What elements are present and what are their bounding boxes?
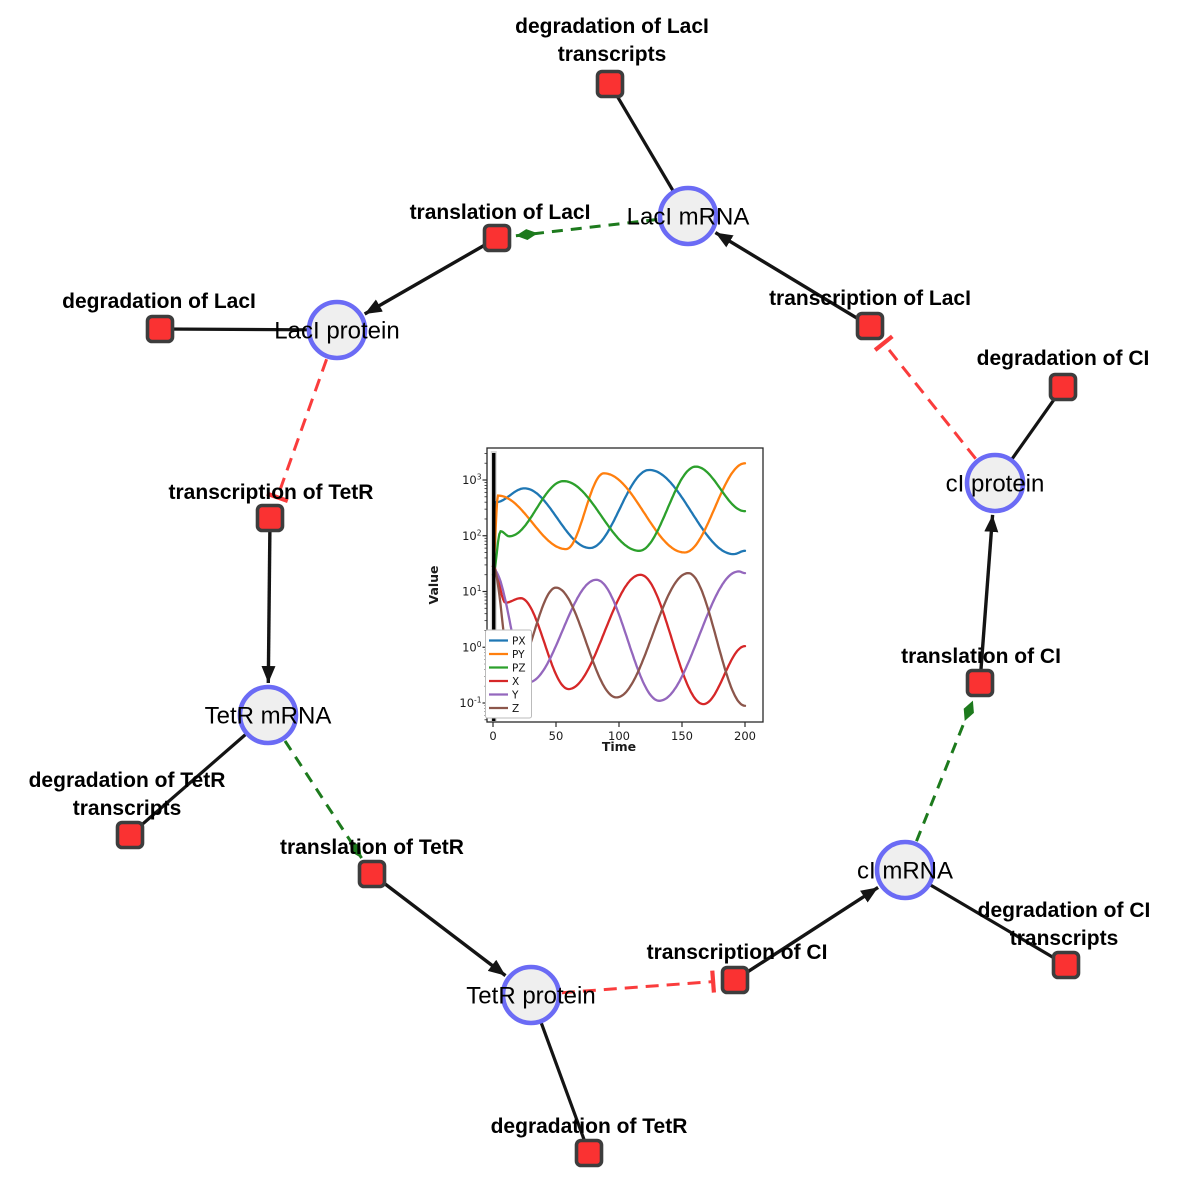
species-node-laci-protein bbox=[306, 299, 368, 361]
edge-consumption-laci-mrna-to-degradation-of-laci-transcripts bbox=[609, 84, 675, 192]
reaction-node-transcription-of-tetr bbox=[255, 503, 285, 533]
series-curve-Y bbox=[491, 568, 747, 702]
edge-inhibition-ci-protein-to-transcription-of-laci bbox=[873, 334, 977, 460]
x-tick-label: 150 bbox=[671, 729, 693, 743]
reaction-node-transcription-of-ci bbox=[720, 965, 750, 995]
legend-label-PX: PX bbox=[512, 635, 526, 647]
series-curve-PY bbox=[491, 462, 747, 568]
x-tick-label: 100 bbox=[608, 729, 630, 743]
edge-production-transcription-of-tetr-to-tetr-mrna bbox=[261, 527, 276, 684]
reaction-label-transcription-of-ci: transcription of CI bbox=[647, 941, 828, 964]
reaction-label-degradation-of-tetr-transcripts: degradation of TetR transcripts bbox=[29, 769, 226, 820]
species-label-ci-mrna: cI mRNA bbox=[857, 858, 953, 885]
reaction-label-translation-of-tetr: translation of TetR bbox=[280, 836, 464, 859]
reaction-label-degradation-of-laci: degradation of LacI bbox=[62, 290, 256, 313]
y-tick-label: 101 bbox=[462, 584, 482, 599]
edge-production-translation-of-tetr-to-tetr-protein bbox=[378, 878, 507, 977]
reaction-label-degradation-of-tetr: degradation of TetR bbox=[491, 1115, 688, 1138]
species-label-tetr-protein: TetR protein bbox=[466, 983, 595, 1010]
edge-consumption-ci-mrna-to-degradation-of-ci-transcripts bbox=[929, 883, 1066, 966]
x-axis-label: Time bbox=[602, 739, 636, 754]
reaction-label-translation-of-laci: translation of LacI bbox=[410, 201, 591, 224]
edges-layer bbox=[130, 84, 1066, 1152]
species-node-ci-protein bbox=[964, 452, 1026, 514]
edge-production-translation-of-ci-to-ci-protein bbox=[979, 514, 999, 674]
edge-production-transcription-of-laci-to-laci-mrna bbox=[714, 231, 863, 323]
species-node-tetr-mrna bbox=[237, 684, 299, 746]
reaction-node-degradation-of-tetr-transcripts bbox=[115, 820, 145, 850]
x-tick-label: 200 bbox=[734, 729, 756, 743]
reaction-label-transcription-of-tetr: transcription of TetR bbox=[169, 481, 374, 504]
reaction-label-transcription-of-laci: transcription of LacI bbox=[769, 287, 971, 310]
species-node-tetr-protein bbox=[500, 964, 562, 1026]
reaction-node-degradation-of-laci bbox=[145, 314, 175, 344]
curves-layer bbox=[491, 462, 747, 707]
legend-label-Y: Y bbox=[511, 689, 519, 701]
series-curve-Z bbox=[491, 565, 747, 707]
species-label-ci-protein: cI protein bbox=[946, 471, 1045, 498]
species-label-tetr-mrna: TetR mRNA bbox=[205, 703, 332, 730]
series-curve-X bbox=[491, 565, 747, 706]
reaction-node-translation-of-ci bbox=[965, 668, 995, 698]
legend-label-Z: Z bbox=[512, 703, 519, 715]
edge-modifier-laci-mrna-to-translation-of-laci bbox=[515, 218, 658, 241]
reaction-node-translation-of-tetr bbox=[357, 859, 387, 889]
series-curve-PZ bbox=[491, 465, 747, 576]
edge-production-translation-of-laci-to-laci-protein bbox=[363, 241, 490, 316]
reaction-node-degradation-of-ci bbox=[1048, 372, 1078, 402]
reaction-node-degradation-of-laci-transcripts bbox=[595, 69, 625, 99]
plot-frame bbox=[486, 447, 764, 723]
edge-inhibition-laci-protein-to-transcription-of-tetr bbox=[266, 358, 329, 503]
x-tick-label: 0 bbox=[489, 729, 496, 743]
reaction-node-transcription-of-laci bbox=[855, 311, 885, 341]
edge-modifier-ci-mrna-to-translation-of-ci bbox=[915, 700, 975, 842]
y-tick-label: 100 bbox=[462, 640, 482, 655]
legend-label-X: X bbox=[512, 676, 519, 688]
edge-consumption-laci-protein-to-degradation-of-laci bbox=[161, 327, 309, 332]
edge-production-transcription-of-ci-to-ci-mrna bbox=[742, 885, 880, 977]
legend-label-PZ: PZ bbox=[512, 662, 526, 674]
species-node-laci-mrna bbox=[657, 185, 719, 247]
reaction-label-degradation-of-ci-transcripts: degradation of CI transcripts bbox=[978, 899, 1151, 950]
edge-consumption-tetr-mrna-to-degradation-of-tetr-transcripts bbox=[130, 732, 248, 835]
reaction-label-degradation-of-ci: degradation of CI bbox=[977, 347, 1150, 370]
edge-inhibition-tetr-protein-to-transcription-of-ci bbox=[561, 970, 716, 995]
species-label-laci-mrna: LacI mRNA bbox=[627, 204, 750, 231]
labels-layer: degradation of LacI transcripts translatio… bbox=[29, 15, 1151, 1138]
species-label-laci-protein: LacI protein bbox=[274, 318, 399, 345]
reaction-label-degradation-of-laci-transcripts: degradation of LacI transcripts bbox=[515, 15, 709, 66]
x-tick-label: 50 bbox=[549, 729, 564, 743]
time-course-plot: 0 50 100 150 20010310210110010-1TimeValuePXP… bbox=[425, 438, 775, 760]
species-node-ci-mrna bbox=[874, 839, 936, 901]
reaction-node-degradation-of-tetr bbox=[574, 1138, 604, 1168]
chart-background bbox=[425, 438, 775, 760]
y-tick-label: 10-1 bbox=[459, 696, 481, 711]
nodes-layer bbox=[115, 69, 1081, 1168]
reaction-label-translation-of-ci: translation of CI bbox=[901, 645, 1061, 668]
y-tick-label: 103 bbox=[462, 473, 482, 488]
simulation-inset-chart: 0 50 100 150 200 103 102 101 100 10-1 Time Value PX P… bbox=[425, 438, 775, 760]
legend-box bbox=[485, 629, 532, 719]
series-curve-PX bbox=[491, 468, 747, 568]
reaction-node-translation-of-laci bbox=[482, 223, 512, 253]
y-axis-label: Value bbox=[426, 565, 441, 604]
edge-consumption-tetr-protein-to-degradation-of-tetr bbox=[539, 1021, 590, 1152]
y-tick-label: 102 bbox=[462, 528, 482, 543]
reaction-node-degradation-of-ci-transcripts bbox=[1051, 950, 1081, 980]
legend-label-PY: PY bbox=[512, 649, 525, 661]
edge-modifier-tetr-mrna-to-translation-of-tetr bbox=[283, 740, 363, 859]
